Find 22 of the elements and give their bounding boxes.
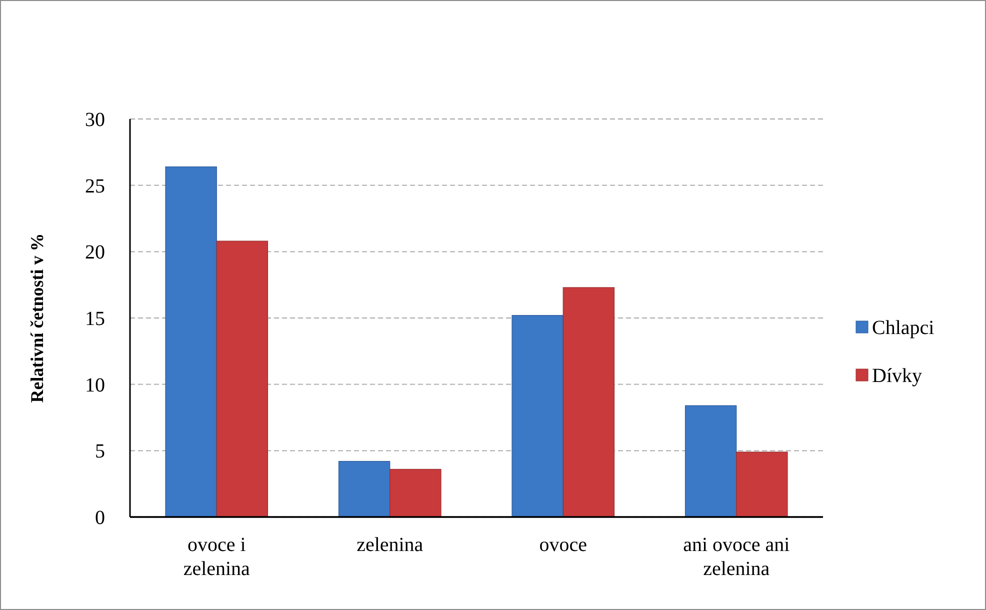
legend-label: Chlapci [872,317,935,339]
y-tick-label: 30 [85,109,105,131]
x-tick-label: ani ovoce ani zelenina [683,534,790,580]
y-tick-label: 20 [85,242,105,264]
y-tick-label: 10 [85,374,105,396]
y-tick-label: 25 [85,175,105,198]
bar [684,405,737,518]
bar [562,287,615,518]
x-tick-label: zelenina [356,534,424,556]
legend-label: Dívky [872,365,922,387]
bar [165,166,217,518]
bar [736,452,788,518]
bar [390,468,442,518]
y-axis-title: Relativní četnosti v % [27,233,47,403]
bar [216,240,268,518]
y-tick-label: 0 [95,507,105,529]
bar [338,460,390,518]
x-tick-label: ovoce [539,534,588,556]
y-tick-label: 5 [95,440,105,463]
x-tick-label: ovoce i zelenina [183,534,250,580]
y-tick-label: 15 [85,308,105,330]
bar [512,315,564,518]
